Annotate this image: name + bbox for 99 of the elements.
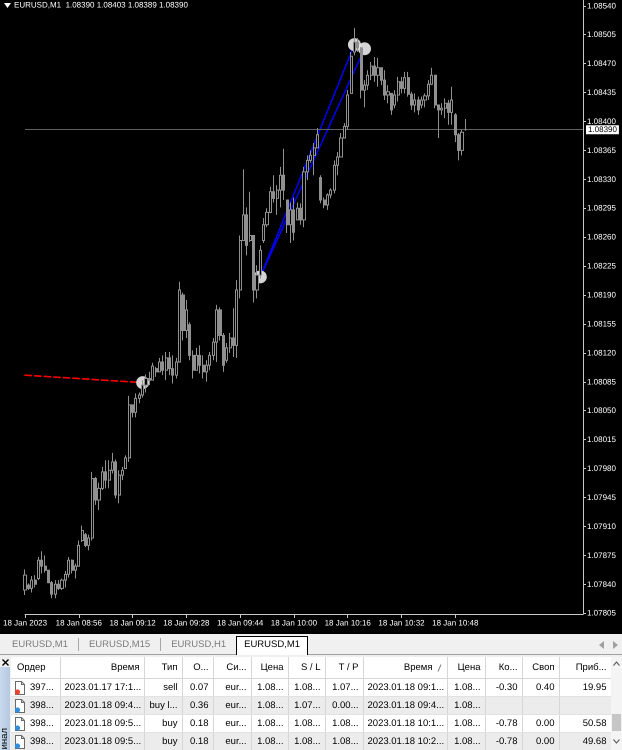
y-tick-label: 1.08470 bbox=[587, 59, 616, 68]
y-tick-label: 1.08505 bbox=[587, 30, 616, 40]
text: 1.07... bbox=[294, 700, 320, 710]
x-tick-label: 18 Jan 10:32 bbox=[378, 618, 426, 628]
category-label: Си... bbox=[226, 662, 246, 673]
y-tick-label: 1.08435 bbox=[587, 88, 616, 98]
y-tick-label: 1.08400 bbox=[587, 116, 616, 126]
text: 50.58 bbox=[582, 718, 606, 728]
category-label: Ко... bbox=[498, 662, 518, 673]
y-tick-label: 1.08085 bbox=[587, 377, 616, 386]
y-tick-label: 1.08120 bbox=[587, 348, 616, 358]
text: 1.08... bbox=[257, 736, 284, 746]
x-tick-label: 18 Jan 09:28 bbox=[163, 618, 210, 628]
text: 0.36 bbox=[190, 700, 208, 710]
category-label: Время bbox=[404, 662, 432, 673]
text: 0.40 bbox=[536, 682, 554, 692]
y-tick-label: 1.08225 bbox=[587, 262, 616, 271]
y-tick-label: 1.07805 bbox=[587, 608, 616, 618]
text: EURUSD,M1 bbox=[11, 638, 69, 652]
text: 1.08... bbox=[454, 682, 480, 692]
text: 0.00 bbox=[536, 718, 554, 728]
text: -0.30 bbox=[496, 682, 518, 692]
text: 1.08... bbox=[454, 700, 480, 710]
text: eur... bbox=[225, 736, 246, 746]
y-tick-label: 1.08365 bbox=[587, 146, 616, 155]
text: buy l... bbox=[150, 700, 178, 710]
text: eur... bbox=[225, 682, 246, 692]
y-tick-label: 1.08015 bbox=[587, 435, 616, 444]
text: 1.08... bbox=[454, 736, 480, 746]
y-tick-label: 1.08540 bbox=[587, 1, 616, 10]
text: EURUSD,H1 bbox=[170, 638, 228, 652]
text: 49.68 bbox=[582, 736, 606, 746]
text: EURUSD,M15 bbox=[88, 638, 152, 652]
text: buy bbox=[162, 736, 178, 746]
category-label: S / L bbox=[300, 662, 320, 673]
text: 2023.01.18 09:4... bbox=[64, 700, 142, 710]
text: 397... bbox=[30, 682, 54, 692]
y-tick-label: 1.08155 bbox=[587, 319, 616, 328]
ref-line-label: 1.08390 bbox=[588, 125, 618, 134]
text: -0.78 bbox=[496, 718, 518, 728]
text: 398... bbox=[30, 736, 54, 746]
y-tick-label: 1.08190 bbox=[587, 290, 616, 300]
x-tick-label: 18 Jan 2023 bbox=[2, 618, 48, 628]
y-tick-label: 1.08295 bbox=[587, 204, 616, 213]
text: 2023.01.18 10:2... bbox=[368, 736, 444, 746]
text: 0.00... bbox=[332, 700, 358, 710]
category-label: Тип bbox=[162, 662, 178, 673]
text: 398... bbox=[30, 700, 54, 710]
y-tick-label: 1.07910 bbox=[587, 522, 616, 531]
text: -0.78 bbox=[496, 736, 518, 746]
text: 0.18 bbox=[190, 736, 208, 746]
text: 1.08... bbox=[454, 718, 480, 728]
category-label: Цена bbox=[458, 662, 480, 673]
text: 0.00 bbox=[536, 736, 554, 746]
y-tick-label: 1.07980 bbox=[587, 464, 616, 474]
text: 0.07 bbox=[190, 682, 208, 692]
category-label: Время bbox=[110, 662, 140, 673]
y-tick-label: 1.08050 bbox=[587, 406, 616, 416]
y-tick-label: 1.07945 bbox=[587, 492, 616, 502]
text: 398... bbox=[30, 718, 54, 728]
chart-title: EURUSD,M1 1.08390 1.08403 1.08389 1.08390 bbox=[14, 0, 188, 10]
text: 2023.01.18 09:1... bbox=[368, 682, 444, 692]
text: eur... bbox=[225, 700, 246, 710]
category-label: T / P bbox=[338, 662, 358, 673]
text: инал bbox=[0, 728, 10, 749]
text: 0.18 bbox=[190, 718, 208, 728]
text: 1.08... bbox=[294, 682, 320, 692]
text: 1.08... bbox=[332, 718, 358, 728]
text: 1.08... bbox=[257, 718, 284, 728]
x-tick-label: 18 Jan 10:00 bbox=[270, 618, 318, 628]
text: 1.07... bbox=[332, 682, 358, 692]
text: 2023.01.17 17:1... bbox=[64, 682, 142, 692]
x-tick-label: 18 Jan 10:48 bbox=[432, 618, 479, 628]
y-tick-label: 1.08260 bbox=[587, 232, 616, 242]
x-tick-label: 18 Jan 08:56 bbox=[56, 618, 102, 628]
text: 1.08... bbox=[332, 736, 358, 746]
text: sell bbox=[163, 682, 178, 692]
x-tick-label: 18 Jan 09:12 bbox=[109, 618, 156, 628]
text: 2023.01.18 09:4... bbox=[368, 700, 444, 710]
text: 2023.01.18 09:5... bbox=[64, 718, 142, 728]
x-tick-label: 18 Jan 10:16 bbox=[324, 618, 372, 628]
y-tick-label: 1.08330 bbox=[587, 174, 616, 184]
text: 1.08... bbox=[257, 700, 284, 710]
text: 19.95 bbox=[582, 682, 606, 692]
text: 2023.01.18 10:1... bbox=[368, 718, 444, 728]
y-tick-label: 1.07840 bbox=[587, 580, 616, 589]
text: buy bbox=[162, 718, 178, 728]
category-label: Приб... bbox=[576, 662, 606, 673]
y-tick-label: 1.07875 bbox=[587, 550, 616, 560]
text: 1.08... bbox=[257, 682, 284, 692]
text: 1.08... bbox=[294, 718, 320, 728]
x-tick-label: 18 Jan 09:44 bbox=[217, 618, 264, 628]
category-label: Цена bbox=[260, 662, 284, 673]
text: eur... bbox=[225, 718, 246, 728]
text: 2023.01.18 09:5... bbox=[64, 736, 142, 746]
category-label: Своп bbox=[532, 662, 554, 673]
category-label: Ордер bbox=[17, 662, 46, 673]
text: 1.08... bbox=[294, 736, 320, 746]
category-label: О... bbox=[193, 662, 208, 673]
